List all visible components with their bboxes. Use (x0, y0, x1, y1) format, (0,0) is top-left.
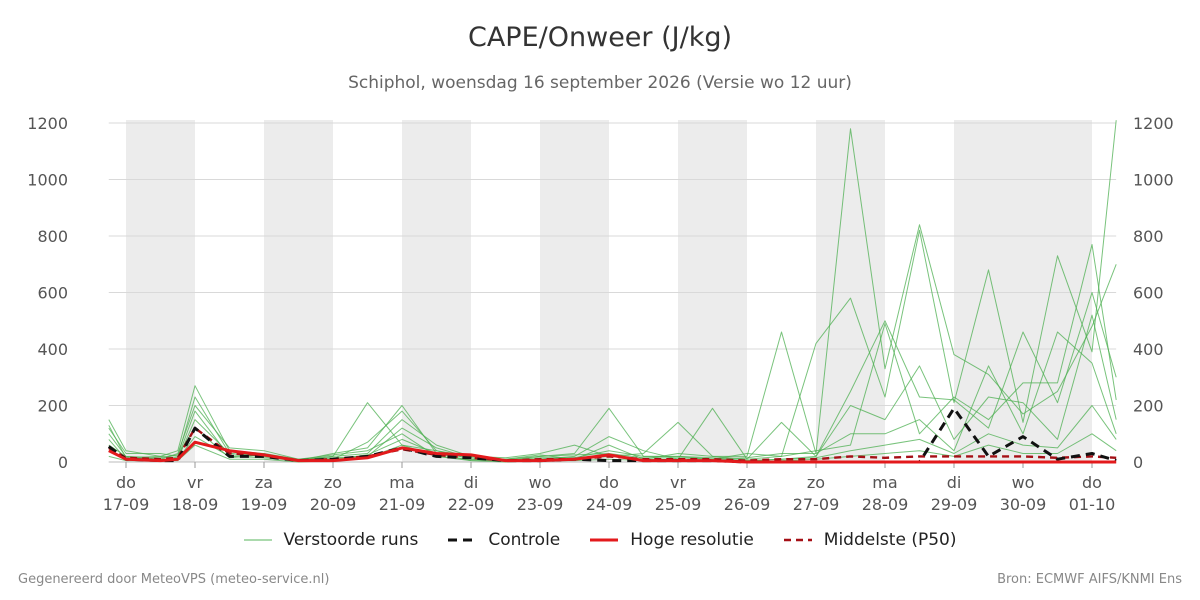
legend-item-control: Controle (448, 530, 560, 550)
legend-item-high_res: Hoge resolutie (590, 530, 754, 550)
footer-source: Bron: ECMWF AIFS/KNMI Ens (997, 572, 1182, 587)
y-tick-right-600: 600 (1133, 284, 1164, 303)
x-tick-date-0: 17-09 (103, 495, 150, 514)
series-line-ensemble-2 (108, 292, 1117, 462)
x-tick-date-14: 01-10 (1069, 495, 1116, 514)
x-axis: do 17-09 vr 18-09 za 19-09 zo 20-09 ma 21-09 di 22-… (103, 462, 1116, 514)
y-tick-right-800: 800 (1133, 227, 1164, 246)
x-tick-day-3: zo (324, 473, 342, 492)
x-tick-day-13: wo (1012, 473, 1035, 492)
x-tick-date-3: 20-09 (310, 495, 357, 514)
x-tick-date-12: 29-09 (931, 495, 978, 514)
x-tick-date-6: 23-09 (517, 495, 564, 514)
x-tick-day-7: do (599, 473, 619, 492)
x-tick-day-2: za (255, 473, 273, 492)
x-tick-day-14: do (1082, 473, 1102, 492)
legend-item-median: Middelste (P50) (783, 530, 957, 550)
x-tick-date-11: 28-09 (862, 495, 909, 514)
legend: Verstoorde runs Controle Hoge resolutie Mid… (0, 530, 1200, 550)
x-tick-date-1: 18-09 (172, 495, 219, 514)
x-tick-day-5: di (464, 473, 479, 492)
y-tick-left-200: 200 (37, 397, 68, 416)
y-tick-right-1200: 1200 (1133, 114, 1174, 133)
y-tick-right-200: 200 (1133, 397, 1164, 416)
legend-swatch-median (783, 538, 812, 542)
shade-band-5 (816, 120, 885, 462)
footer-generated-by: Gegenereerd door MeteoVPS (meteo-service… (18, 572, 330, 587)
legend-swatch-control (448, 538, 477, 542)
series-line-median-10 (108, 426, 1117, 462)
shade-band-6 (954, 120, 1023, 462)
y-tick-left-400: 400 (37, 340, 68, 359)
weekend-shading (126, 120, 1092, 462)
x-tick-date-10: 27-09 (793, 495, 840, 514)
shade-band-4 (678, 120, 747, 462)
y-tick-left-1200: 1200 (27, 114, 68, 133)
legend-label: Hoge resolutie (630, 530, 754, 550)
x-tick-date-7: 24-09 (586, 495, 633, 514)
legend-label: Verstoorde runs (283, 530, 419, 550)
chart-title: CAPE/Onweer (J/kg) (467, 22, 732, 53)
y-tick-right-1000: 1000 (1133, 171, 1174, 190)
x-tick-date-4: 21-09 (379, 495, 426, 514)
shade-band-2 (402, 120, 471, 462)
series-line-high_res-9 (108, 440, 1117, 464)
chart-subtitle: Schiphol, woensdag 16 september 2026 (Ve… (348, 73, 852, 93)
x-tick-day-10: zo (807, 473, 825, 492)
cape-chart: 0 200 400 600 800 1000 1200 0 200 400 600 800 1000 1… (27, 114, 1174, 514)
y-tick-left-1000: 1000 (27, 171, 68, 190)
y-axis-right: 0 200 400 600 800 1000 1200 (1133, 114, 1174, 472)
legend-swatch-high_res (590, 538, 619, 542)
x-tick-date-2: 19-09 (241, 495, 288, 514)
x-tick-date-9: 26-09 (724, 495, 771, 514)
shade-band-0 (126, 120, 195, 462)
y-tick-left-800: 800 (37, 227, 68, 246)
x-tick-date-13: 30-09 (1000, 495, 1047, 514)
shade-band-3 (540, 120, 609, 462)
y-tick-right-0: 0 (1133, 453, 1143, 472)
x-tick-day-8: vr (670, 473, 686, 492)
x-tick-day-6: wo (529, 473, 552, 492)
x-tick-day-1: vr (187, 473, 203, 492)
y-tick-right-400: 400 (1133, 340, 1164, 359)
x-tick-day-12: di (947, 473, 962, 492)
legend-swatch-ensemble (243, 539, 272, 541)
shade-band-1 (264, 120, 333, 462)
x-tick-day-11: ma (872, 473, 897, 492)
x-tick-day-0: do (116, 473, 136, 492)
x-tick-day-4: ma (389, 473, 414, 492)
series-line-ensemble-3 (108, 244, 1117, 462)
series-line-ensemble-5 (108, 331, 1117, 462)
series-lines (107, 120, 1117, 464)
x-tick-day-9: za (738, 473, 756, 492)
series-line-control-8 (107, 406, 1117, 464)
x-tick-date-8: 25-09 (655, 495, 702, 514)
y-tick-left-0: 0 (58, 453, 68, 472)
legend-item-ensemble: Verstoorde runs (243, 530, 419, 550)
legend-label: Middelste (P50) (823, 530, 957, 550)
x-tick-date-5: 22-09 (448, 495, 495, 514)
y-axis-left: 0 200 400 600 800 1000 1200 (27, 114, 68, 472)
legend-label: Controle (488, 530, 561, 550)
y-tick-left-600: 600 (37, 284, 68, 303)
shade-band-7 (1023, 120, 1092, 462)
